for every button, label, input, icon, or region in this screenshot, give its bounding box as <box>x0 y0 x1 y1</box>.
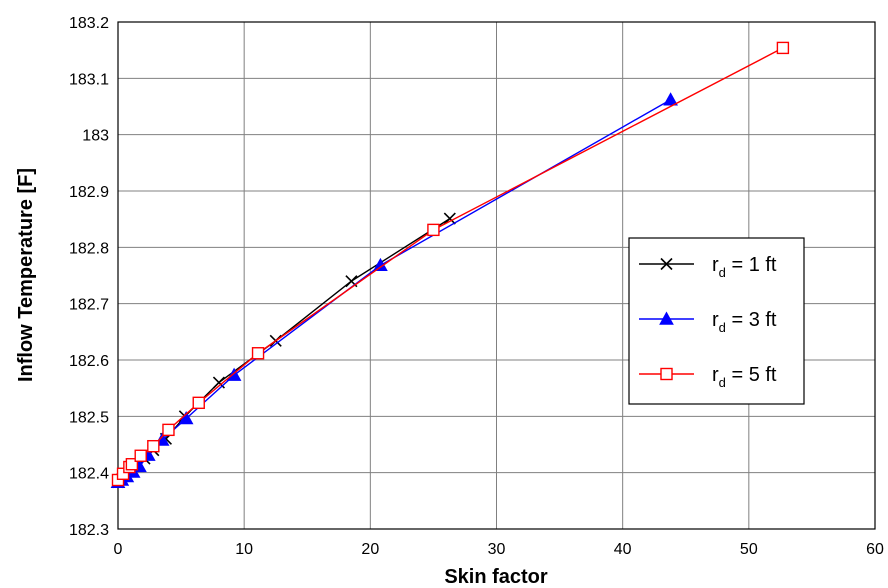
legend-label: rd = 1 ft <box>712 254 777 280</box>
data-point-marker <box>663 92 678 106</box>
legend-label-rest: = 5 ft <box>726 364 777 386</box>
data-point-marker <box>134 449 147 462</box>
legend-marker-swatch <box>660 367 673 381</box>
legend-label: rd = 3 ft <box>712 309 777 335</box>
tick-labels: 0 10 20 30 40 50 60 182.3 182.4 182.5 182.6 182.7 18… <box>69 15 884 558</box>
y-tick-label: 183.1 <box>69 71 109 88</box>
legend-item: rd = 1 ft <box>639 254 777 280</box>
legend-box <box>628 237 805 405</box>
series-layer <box>110 41 790 489</box>
legend-marker-swatch <box>660 257 673 271</box>
series-line <box>117 99 671 483</box>
data-point-marker <box>178 411 194 425</box>
data-point-marker <box>147 439 160 453</box>
x-tick-label: 20 <box>361 541 379 558</box>
y-tick-label: 183 <box>82 128 109 145</box>
data-point-marker <box>443 212 456 225</box>
legend-item: rd = 3 ft <box>639 309 777 335</box>
data-point-marker <box>776 41 790 55</box>
legend-item: rd = 5 ft <box>639 364 777 390</box>
y-tick-label: 182.9 <box>69 184 109 201</box>
data-point-marker <box>192 396 205 410</box>
y-tick-label: 182.4 <box>69 466 109 483</box>
legend-label-subscript: d <box>719 375 726 390</box>
y-tick-label: 182.7 <box>69 297 109 314</box>
y-tick-label: 182.3 <box>69 522 109 539</box>
series-group <box>111 41 790 487</box>
data-point-marker <box>226 367 242 381</box>
x-tick-label: 50 <box>740 541 758 558</box>
x-tick-label: 60 <box>866 541 884 558</box>
data-point-marker <box>125 458 139 471</box>
y-axis-title: Inflow Temperature [F] <box>15 168 37 382</box>
plot-area-frame <box>117 21 876 530</box>
y-tick-label: 182.8 <box>69 240 109 257</box>
x-tick-label: 0 <box>114 541 123 558</box>
legend-label-subscript: d <box>719 265 726 280</box>
data-point-marker <box>251 347 265 360</box>
legend-label-rest: = 3 ft <box>726 309 777 331</box>
x-tick-label: 10 <box>235 541 253 558</box>
y-tick-label: 182.6 <box>69 353 109 370</box>
x-tick-label: 40 <box>614 541 632 558</box>
legend-marker-swatch <box>659 311 674 325</box>
data-point-marker <box>116 467 130 480</box>
legend-label-main: r <box>712 309 719 331</box>
series-group <box>111 212 456 489</box>
legend-label-subscript: d <box>719 320 726 335</box>
data-point-marker <box>427 223 440 237</box>
legend-label-main: r <box>712 364 719 386</box>
legend-label: rd = 5 ft <box>712 364 777 390</box>
y-tick-label: 182.5 <box>69 409 109 426</box>
series-group <box>110 92 678 488</box>
x-tick-label: 30 <box>488 541 506 558</box>
y-tick-label: 183.2 <box>69 15 109 32</box>
data-point-marker <box>162 423 175 437</box>
legend-label-rest: = 1 ft <box>726 254 777 276</box>
x-axis-title: Skin factor <box>444 566 548 588</box>
legend-label-main: r <box>712 254 719 276</box>
